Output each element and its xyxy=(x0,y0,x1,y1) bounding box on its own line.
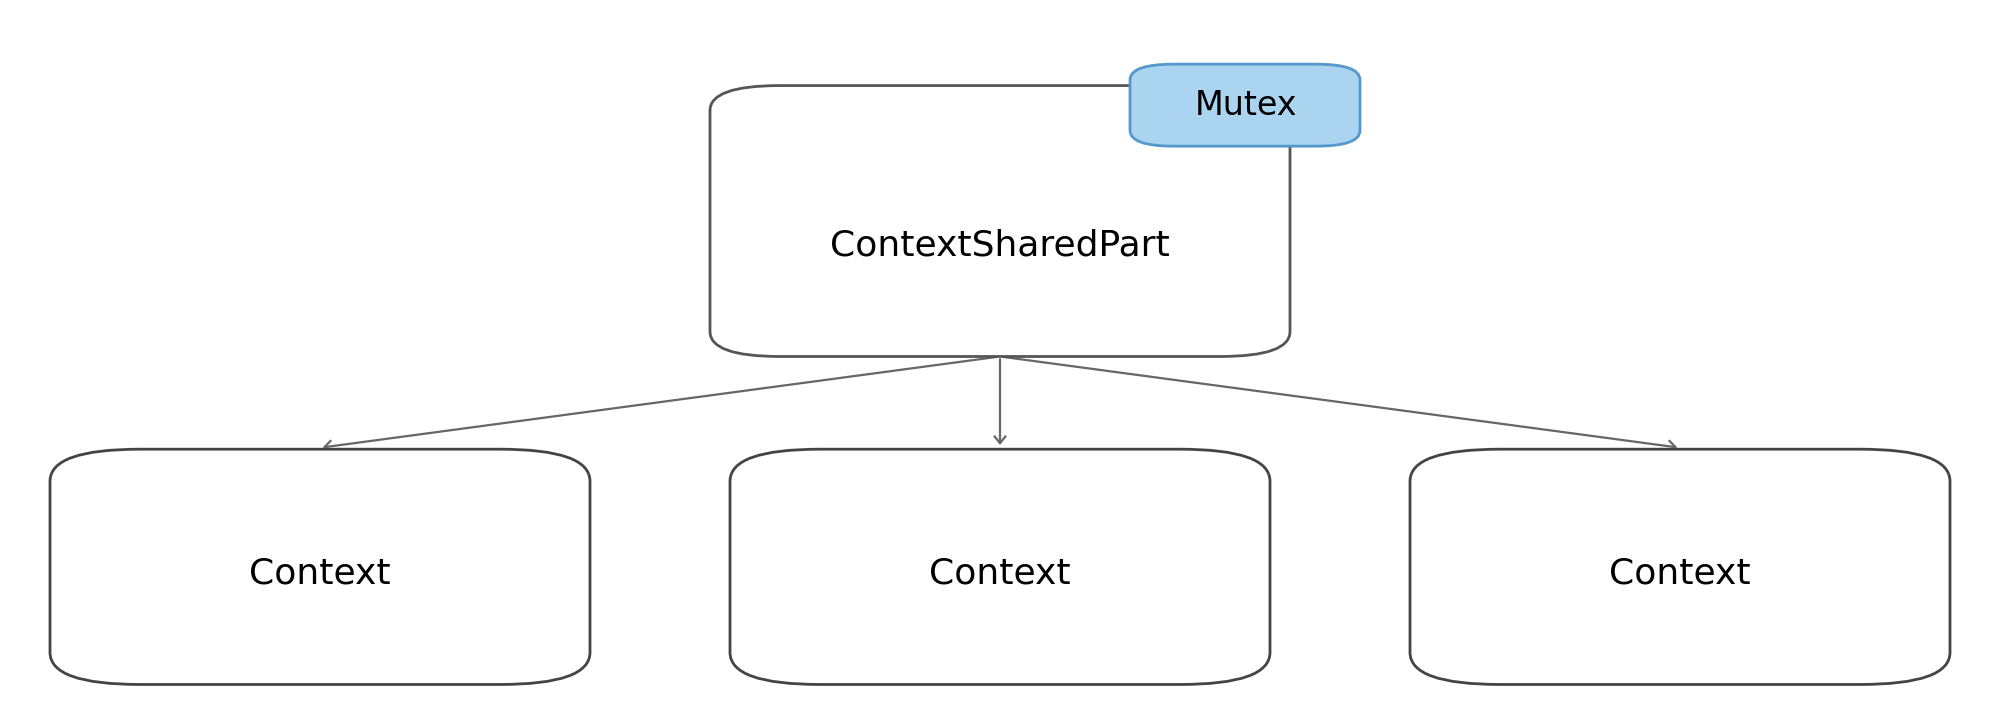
FancyBboxPatch shape xyxy=(730,449,1270,684)
Text: Context: Context xyxy=(250,557,390,591)
FancyBboxPatch shape xyxy=(1130,64,1360,146)
FancyBboxPatch shape xyxy=(1410,449,1950,684)
FancyBboxPatch shape xyxy=(710,86,1290,356)
Text: Mutex: Mutex xyxy=(1194,89,1298,122)
Text: Context: Context xyxy=(930,557,1070,591)
Text: Context: Context xyxy=(1610,557,1750,591)
FancyBboxPatch shape xyxy=(50,449,590,684)
Text: ContextSharedPart: ContextSharedPart xyxy=(830,229,1170,263)
